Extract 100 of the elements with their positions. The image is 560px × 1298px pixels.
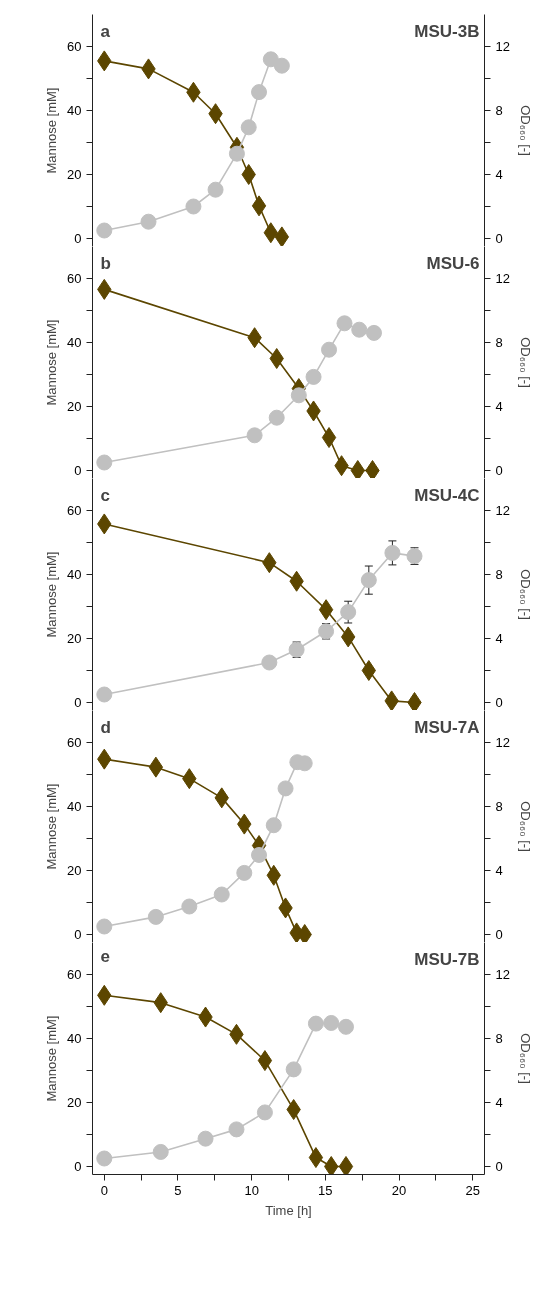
y2-tick-label: 4 (495, 399, 503, 414)
point (256, 1104, 273, 1121)
point (308, 1147, 324, 1169)
point (384, 544, 401, 561)
point (360, 572, 377, 589)
point (140, 213, 157, 230)
point (336, 315, 353, 332)
point (228, 1121, 245, 1138)
point (241, 164, 256, 185)
point (318, 599, 334, 621)
point (147, 908, 164, 925)
y2-axis-title: OD₆₆₀ [-] (517, 801, 533, 852)
point (251, 84, 268, 101)
y-tick-label: 20 (67, 631, 82, 646)
point (262, 51, 279, 68)
y-axis-title: Mannose [mM] (44, 1015, 60, 1102)
x-tick-label: 25 (465, 1182, 480, 1198)
point (337, 1018, 354, 1035)
y-tick-label: 40 (67, 1031, 82, 1046)
y2-tick-label: 4 (495, 863, 503, 878)
point (351, 321, 368, 338)
y-tick-label: 0 (74, 231, 82, 246)
y-tick-label: 60 (67, 967, 82, 982)
y-tick-label: 20 (67, 863, 82, 878)
point (321, 341, 338, 358)
y2-axis-title: OD₆₆₀ [-] (517, 105, 533, 156)
point (96, 1150, 113, 1167)
point (406, 548, 423, 565)
y2-tick-label: 4 (495, 167, 503, 182)
y-axis-title: Mannose [mM] (44, 551, 60, 638)
x-tick-label: 15 (318, 1182, 333, 1198)
point (285, 1061, 302, 1078)
point (246, 427, 263, 444)
point (323, 1014, 340, 1031)
y2-axis-title: OD₆₆₀ [-] (517, 1033, 533, 1084)
point (361, 660, 376, 681)
y2-axis-title: OD₆₆₀ [-] (517, 337, 533, 388)
point (365, 460, 380, 478)
point (181, 898, 198, 915)
chart-title: MSU-7B (414, 949, 480, 969)
y-tick-label: 0 (74, 1159, 82, 1174)
point (269, 348, 284, 369)
y-tick-label: 60 (67, 735, 82, 750)
y-tick-label: 0 (74, 927, 82, 942)
y2-tick-label: 12 (495, 503, 510, 518)
y-tick-label: 40 (67, 103, 82, 118)
point (384, 690, 399, 710)
x-tick-label: 5 (174, 1182, 182, 1198)
chart-title: MSU-6 (426, 253, 480, 273)
point (261, 654, 278, 671)
y2-tick-label: 0 (495, 927, 503, 942)
y2-tick-label: 12 (495, 39, 510, 54)
y2-tick-label: 8 (495, 799, 503, 814)
y2-tick-label: 4 (495, 631, 503, 646)
y2-tick-label: 0 (495, 463, 503, 478)
point (240, 119, 257, 136)
point (318, 623, 335, 640)
point (251, 846, 268, 863)
y2-tick-label: 8 (495, 567, 503, 582)
y-axis-title: Mannose [mM] (44, 783, 60, 870)
x-tick-label: 0 (100, 1182, 108, 1198)
point (324, 1156, 339, 1175)
y2-tick-label: 12 (495, 271, 510, 286)
y2-tick-label: 0 (495, 231, 503, 246)
point (152, 1143, 169, 1160)
point (277, 780, 294, 797)
point (321, 427, 337, 449)
x-tick-label: 10 (244, 1182, 259, 1198)
y-tick-label: 40 (67, 335, 82, 350)
y2-tick-label: 12 (495, 735, 510, 750)
y-tick-label: 0 (74, 695, 82, 710)
point (207, 181, 224, 198)
y-tick-label: 40 (67, 567, 82, 582)
y-tick-label: 0 (74, 463, 82, 478)
point (273, 57, 290, 74)
x-axis-title: Time [h] (265, 1202, 312, 1218)
y2-tick-label: 8 (495, 335, 503, 350)
point (407, 692, 422, 710)
point (350, 460, 365, 478)
annotation: c (100, 485, 110, 505)
y-tick-label: 20 (67, 167, 82, 182)
point (96, 454, 113, 471)
y-tick-label: 60 (67, 39, 82, 54)
point (274, 226, 290, 246)
point (268, 409, 285, 426)
point (305, 368, 322, 385)
y2-tick-label: 0 (495, 1159, 503, 1174)
chart-title: MSU-3B (414, 21, 480, 41)
point (185, 198, 202, 215)
point (288, 641, 305, 658)
point (228, 145, 245, 162)
annotation: b (100, 253, 111, 273)
annotation: a (100, 21, 111, 41)
point (236, 864, 253, 881)
point (213, 886, 230, 903)
point (365, 324, 382, 341)
y2-axis-title: OD₆₆₀ [-] (517, 569, 533, 620)
point (197, 1130, 214, 1147)
annotation: e (100, 946, 110, 966)
point (96, 222, 113, 239)
